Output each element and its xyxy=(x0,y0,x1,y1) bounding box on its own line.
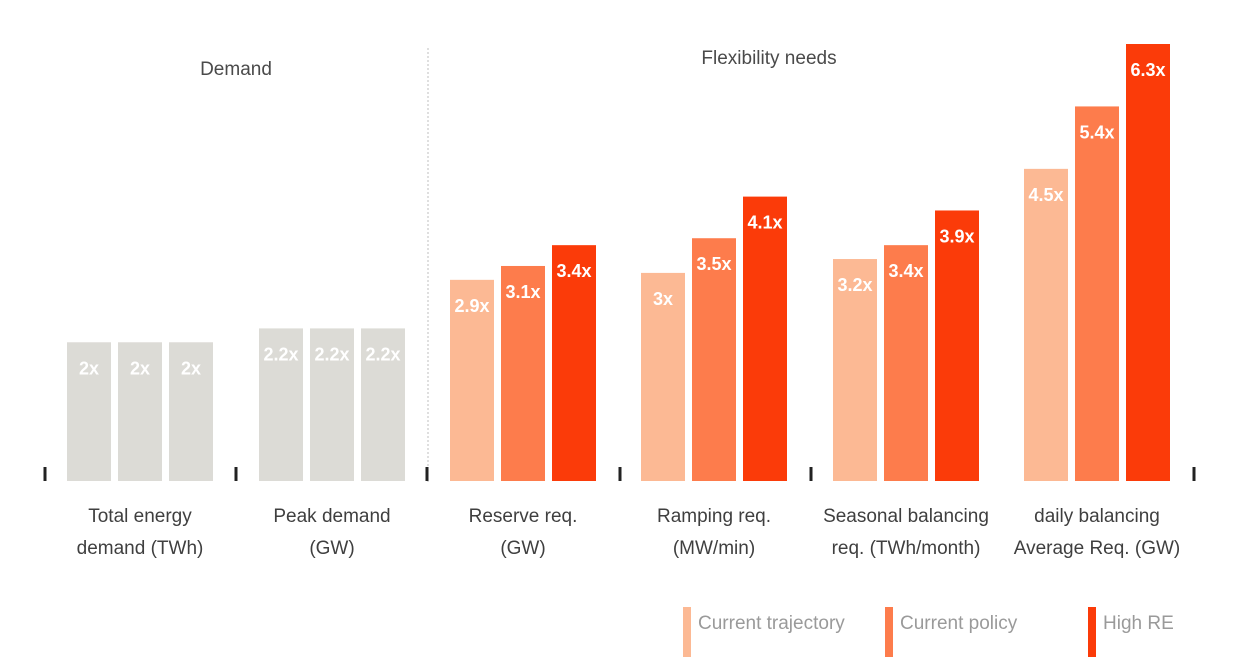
data-label: 3.2x xyxy=(837,275,872,295)
data-label: 6.3x xyxy=(1130,60,1165,80)
legend-label: High RE xyxy=(1103,613,1174,634)
axis-tick xyxy=(234,467,238,481)
category-label: Peak demand xyxy=(273,506,390,527)
bar xyxy=(552,245,596,481)
category-label: Total energy xyxy=(88,506,192,527)
data-label: 3x xyxy=(653,289,673,309)
bar xyxy=(743,196,787,481)
data-label: 3.4x xyxy=(556,261,591,281)
legend-label: Current trajectory xyxy=(698,613,845,634)
bar xyxy=(833,259,877,481)
axis-tick xyxy=(425,467,429,481)
data-label: 2x xyxy=(130,358,150,378)
bar xyxy=(259,328,303,481)
bar xyxy=(169,342,213,481)
data-label: 2.2x xyxy=(263,344,298,364)
bar xyxy=(692,238,736,481)
legend-swatch xyxy=(683,607,691,657)
bar xyxy=(884,245,928,481)
category-label: Seasonal balancing xyxy=(823,506,989,527)
category-label: req. (TWh/month) xyxy=(832,538,981,559)
axis-tick xyxy=(809,467,813,481)
category-label: (GW) xyxy=(500,538,545,559)
data-label: 2.9x xyxy=(454,296,489,316)
data-label: 4.5x xyxy=(1028,185,1063,205)
bar xyxy=(118,342,162,481)
legend-swatch xyxy=(885,607,893,657)
category-label: Average Req. (GW) xyxy=(1014,538,1180,559)
category-label: (GW) xyxy=(309,538,354,559)
section-title: Demand xyxy=(200,59,272,80)
category-label: (MW/min) xyxy=(673,538,755,559)
data-label: 3.9x xyxy=(939,226,974,246)
bar xyxy=(501,265,545,481)
category-label: Reserve req. xyxy=(469,506,578,527)
data-label: 4.1x xyxy=(747,213,782,233)
legend-swatch xyxy=(1088,607,1096,657)
data-label: 3.1x xyxy=(505,282,540,302)
bar xyxy=(641,272,685,481)
category-label: demand (TWh) xyxy=(77,538,204,559)
bar xyxy=(450,279,494,481)
data-label: 5.4x xyxy=(1079,122,1114,142)
data-label: 3.4x xyxy=(888,261,923,281)
bar xyxy=(67,342,111,481)
data-label: 2x xyxy=(79,358,99,378)
axis-tick xyxy=(43,467,47,481)
axis-tick xyxy=(618,467,622,481)
bar xyxy=(1126,44,1170,481)
bar xyxy=(1024,168,1068,481)
bar xyxy=(361,328,405,481)
bar xyxy=(310,328,354,481)
category-label: Ramping req. xyxy=(657,506,771,527)
data-label: 2.2x xyxy=(314,344,349,364)
legend-label: Current policy xyxy=(900,613,1018,634)
data-label: 3.5x xyxy=(696,254,731,274)
category-label: daily balancing xyxy=(1034,506,1160,527)
bar xyxy=(1075,106,1119,481)
bar xyxy=(935,210,979,481)
data-label: 2.2x xyxy=(365,344,400,364)
data-label: 2x xyxy=(181,358,201,378)
section-title: Flexibility needs xyxy=(701,48,836,69)
axis-tick xyxy=(1192,467,1196,481)
